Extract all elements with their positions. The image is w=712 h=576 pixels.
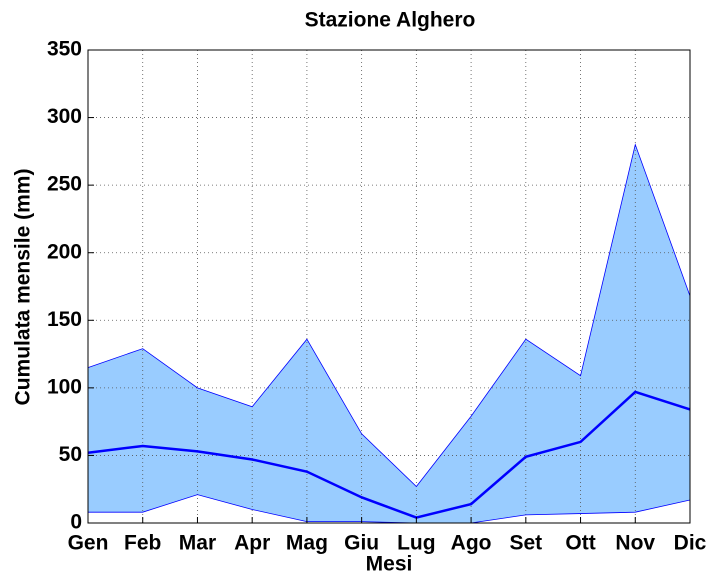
band-edge <box>87 143 691 488</box>
x-tick-label: Feb <box>124 532 161 555</box>
x-tick-label: Lug <box>397 532 435 555</box>
x-tick-label: Gen <box>68 532 109 555</box>
x-tick-label: Nov <box>615 532 655 555</box>
x-tick-label: Giu <box>344 532 379 555</box>
y-tick-label: 350 <box>47 38 82 61</box>
chart-title: Stazione Alghero <box>305 9 476 32</box>
band-edge <box>88 494 691 524</box>
y-tick-label: 150 <box>47 308 82 331</box>
x-tick-label: Ago <box>451 532 492 555</box>
x-axis-label: Mesi <box>366 553 413 576</box>
x-tick-label: Mar <box>179 532 216 555</box>
x-tick-label: Apr <box>234 532 270 555</box>
y-tick-label: 0 <box>70 511 82 534</box>
x-tick-label: Set <box>509 532 542 555</box>
y-tick-label: 250 <box>47 173 82 196</box>
mean-line <box>87 390 691 519</box>
range-band <box>88 144 690 523</box>
y-tick-label: 100 <box>47 375 82 398</box>
y-tick-label: 200 <box>47 240 82 263</box>
x-tick-label: Ott <box>565 532 595 555</box>
y-axis-label: Cumulata mensile (mm) <box>12 169 35 406</box>
x-tick-label: Mag <box>286 532 328 555</box>
y-tick-label: 50 <box>59 443 82 466</box>
x-tick-label: Dic <box>674 532 707 555</box>
y-tick-label: 300 <box>47 105 82 128</box>
plot-frame <box>87 49 691 524</box>
